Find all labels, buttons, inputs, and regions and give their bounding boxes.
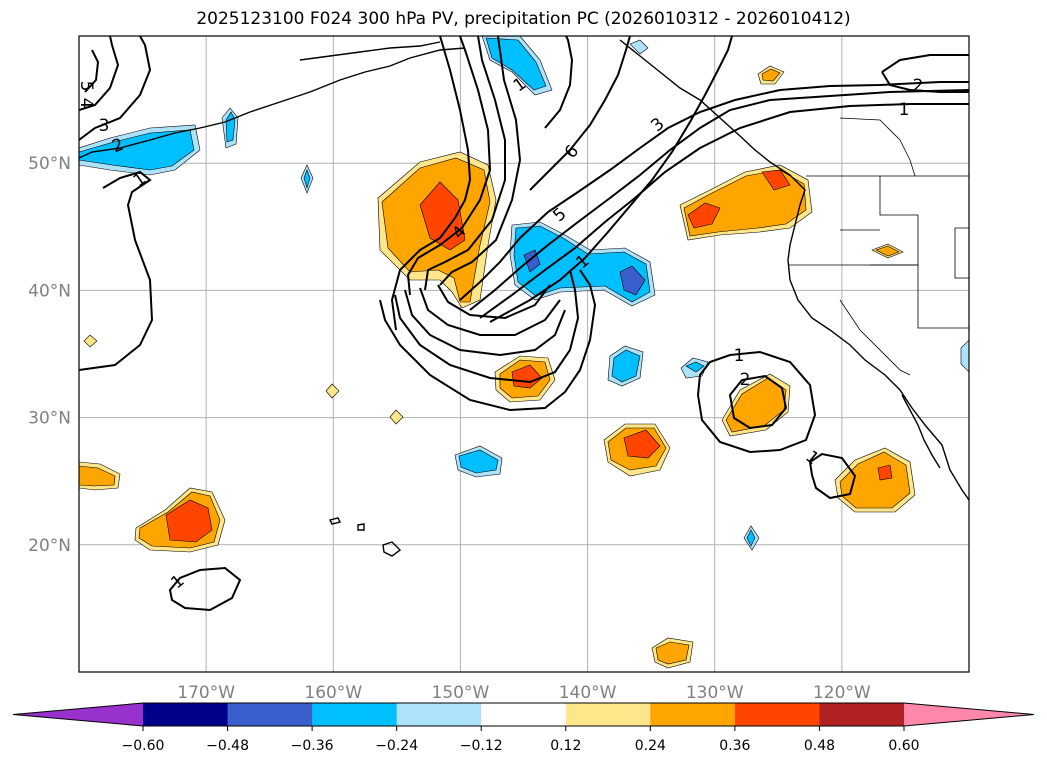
precip-positive-region [761,68,781,82]
pv-contour [168,566,242,612]
pv-contour [404,289,566,357]
longitude-tick-label: 140°W [559,683,617,703]
longitude-tick-label: 150°W [432,683,490,703]
colorbar-tick-label: −0.48 [206,738,249,754]
colorbar-segment [227,703,313,726]
colorbar-tick-label: −0.60 [122,738,165,754]
colorbar-extend-high [904,703,1034,726]
latitude-tick-label: 40°N [28,281,71,301]
pv-contour [406,36,492,296]
pv-contours [79,36,969,612]
longitude-tick-label: 130°W [686,683,744,703]
precip-negative-region [611,349,641,383]
precip-positive-region [761,169,791,191]
pv-contour-label: 3 [99,116,110,136]
political-borders [788,117,969,376]
precip-negative-region [746,529,756,547]
colorbar-tick-label: 0.60 [888,738,919,754]
colorbar-tick-label: 0.48 [804,738,835,754]
pv-contour [394,269,580,384]
colorbar-extend-low [13,703,143,726]
pv-contour [424,36,506,291]
longitude-labels: 170°W 160°W 150°W 140°W 130°W 120°W [177,683,871,703]
precip-negative-region [303,169,311,190]
coastlines [79,39,969,557]
pv-contour [379,269,597,412]
pv-contour [469,89,969,311]
precip-positive-region [325,383,340,399]
pv-contour-label: 2 [740,370,751,390]
colorbar [12,702,1035,731]
pv-contour [728,374,788,430]
precip-positive-region [419,181,466,251]
precip-negative-region [629,39,649,55]
longitude-tick-label: 120°W [813,683,871,703]
precip-positive-region [875,245,900,257]
precip-negative-region [458,449,499,474]
pv-contour [544,36,574,129]
precip-negative-region [79,129,195,171]
pv-contour [479,103,969,319]
pv-contour [881,71,969,93]
colorbar-segment [565,703,651,726]
pv-contour [79,170,154,371]
colorbar-tick-label: 0.24 [635,738,666,754]
precip-positive-region [839,451,911,509]
colorbar-segment [396,703,482,726]
precip-positive-region [389,409,404,425]
pv-contour-label: 5 [76,81,96,92]
precip-negative-region [685,361,705,373]
colorbar-labels: −0.60 −0.48 −0.36 −0.24 −0.12 0.12 0.24 0.36 0.4… [122,738,920,754]
colorbar-segment [650,703,736,726]
pv-contour [390,36,472,331]
longitude-tick-label: 170°W [177,683,235,703]
pv-contour [529,36,631,191]
colorbar-segment [143,703,229,726]
pv-contour-label: 2 [913,76,924,96]
pv-contour [459,81,969,301]
precip-positive-region [623,429,661,459]
colorbar-segment [481,703,567,726]
colorbar-segment [819,703,905,726]
map-frame [78,35,970,673]
precip-positive-region [511,364,543,389]
colorbar-tick-label: −0.12 [460,738,503,754]
precip-positive-region [165,499,213,543]
chart-title: 2025123100 F024 300 hPa PV, precipitatio… [196,9,851,29]
precip-negative-region [960,339,969,373]
pv-contour-label: 1 [734,346,745,366]
pv-contour [79,36,120,111]
latitude-labels: 20°N 30°N 40°N 50°N [28,154,71,556]
pv-contour [696,350,817,454]
colorbar-segment [734,703,820,726]
map-background [79,36,969,672]
pv-contour-label: 1 [899,100,910,120]
pv-contour [439,36,522,286]
longitude-tick-label: 160°W [304,683,362,703]
pv-contour [808,452,857,500]
pv-contour [489,36,733,323]
precip-positive-region [877,464,893,481]
colorbar-tick-label: 0.12 [550,738,581,754]
latitude-tick-label: 20°N [28,536,71,556]
latitude-tick-label: 30°N [28,409,71,429]
colorbar-tick-label: 0.36 [719,738,750,754]
latitude-tick-label: 50°N [28,154,71,174]
pv-contour [79,36,152,141]
pv-contour-label: 4 [76,98,96,109]
pv-contour [437,284,551,320]
pv-contour [881,54,969,73]
colorbar-tick-label: −0.36 [291,738,334,754]
precip-positive-region [655,641,690,665]
pv-contour [419,287,561,336]
precip-positive-region [79,465,116,487]
colorbar-segment [312,703,398,726]
precip-positive-region [83,334,98,348]
colorbar-tick-label: −0.24 [375,738,418,754]
pv-contour [84,49,100,93]
precip-positive-region [687,202,721,229]
precip-negative-region [619,265,646,296]
